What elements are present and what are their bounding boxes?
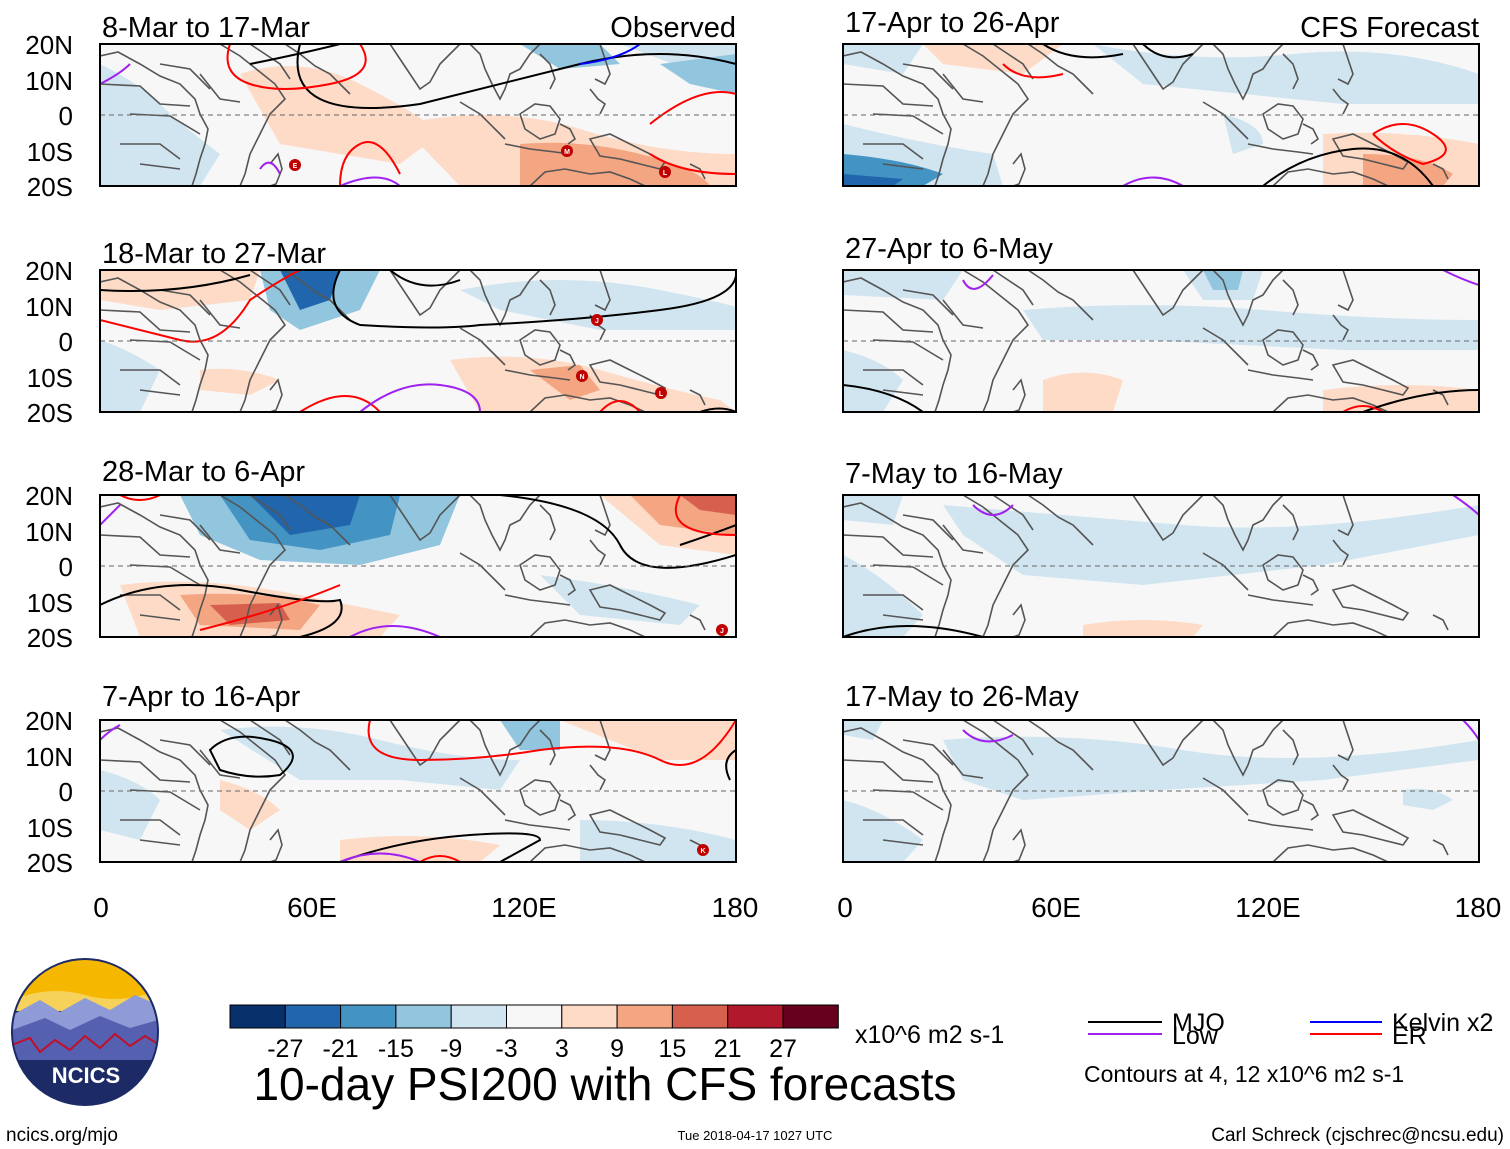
- panel-title: 8-Mar to 17-Mar: [102, 12, 310, 44]
- lat-tick: 0: [59, 552, 73, 582]
- footer-credit: Carl Schreck (cjschrec@ncsu.edu): [1211, 1125, 1504, 1146]
- legend-label-er: ER: [1392, 1022, 1427, 1050]
- colorbar-label: -9: [440, 1035, 462, 1063]
- lon-tick: 180: [1455, 892, 1502, 923]
- panel-title: 17-Apr to 26-Apr: [845, 7, 1060, 39]
- storm-marker: K: [697, 844, 709, 856]
- svg-text:K: K: [700, 848, 705, 855]
- lon-tick: 120E: [1235, 892, 1300, 923]
- colorbar: -27 -21 -15 -9 -3 3 9 15 21 27 x10^6 m2 s-1: [229, 1004, 1004, 1063]
- colorbar-box: [782, 1004, 839, 1029]
- lat-tick: 10S: [27, 137, 73, 167]
- panel-title: 17-May to 26-May: [845, 681, 1079, 713]
- colorbar-box: [506, 1004, 563, 1029]
- panel-title: 27-Apr to 6-May: [845, 233, 1053, 265]
- lat-tick: 20S: [27, 623, 73, 653]
- storm-marker: N: [576, 370, 588, 382]
- lat-tick: 20N: [25, 706, 73, 736]
- svg-text:M: M: [564, 149, 570, 156]
- storm-marker: L: [659, 166, 671, 178]
- footer-timestamp: Tue 2018-04-17 1027 UTC: [678, 1128, 833, 1143]
- colorbar-label: 9: [610, 1035, 624, 1063]
- lat-tick: 20S: [27, 172, 73, 202]
- main-title: 10-day PSI200 with CFS forecasts: [253, 1058, 956, 1110]
- storm-marker: J: [716, 624, 728, 636]
- lat-tick: 0: [59, 101, 73, 131]
- lat-axis: 20N 10N 0 10S 20S 20N 10N 0 10S 20S 20N …: [25, 30, 73, 878]
- svg-text:J: J: [595, 318, 599, 325]
- colorbar-box: [284, 1004, 342, 1029]
- lat-tick: 20N: [25, 256, 73, 286]
- lon-tick: 0: [93, 892, 109, 923]
- colorbar-label: -15: [378, 1035, 414, 1063]
- lat-tick: 10N: [25, 517, 73, 547]
- colorbar-units: x10^6 m2 s-1: [855, 1021, 1004, 1049]
- lat-tick: 20N: [25, 481, 73, 511]
- storm-marker: J: [591, 314, 603, 326]
- lon-axis: 0 60E 120E 180 0 60E 120E 180: [93, 892, 1501, 923]
- svg-text:E: E: [293, 163, 298, 170]
- colorbar-label: -21: [323, 1035, 359, 1063]
- colorbar-box: [561, 1004, 618, 1029]
- colorbar-box: [616, 1004, 673, 1029]
- svg-text:L: L: [659, 391, 664, 398]
- lon-tick: 60E: [1031, 892, 1081, 923]
- colorbar-box: [450, 1004, 507, 1029]
- storm-markers: E M L J N L J K: [289, 145, 728, 856]
- lat-tick: 10N: [25, 66, 73, 96]
- lat-tick: 20S: [27, 848, 73, 878]
- svg-text:N: N: [579, 374, 584, 381]
- panel-title: 7-May to 16-May: [845, 458, 1063, 490]
- lon-tick: 60E: [287, 892, 337, 923]
- lat-tick: 0: [59, 327, 73, 357]
- svg-text:J: J: [720, 628, 724, 635]
- forecast-label: CFS Forecast: [1300, 12, 1479, 44]
- colorbar-box: [229, 1004, 286, 1029]
- colorbar-label: 3: [555, 1035, 569, 1063]
- observed-label: Observed: [610, 12, 736, 44]
- colorbar-label: 21: [714, 1035, 742, 1063]
- legend-label-mjo: MJO: [1172, 1009, 1225, 1037]
- svg-text:L: L: [663, 170, 668, 177]
- lat-tick: 0: [59, 777, 73, 807]
- colorbar-box: [340, 1004, 397, 1029]
- contours-note: Contours at 4, 12 x10^6 m2 s-1: [1084, 1061, 1404, 1087]
- colorbar-label: 27: [769, 1035, 797, 1063]
- storm-marker: E: [289, 159, 301, 171]
- ncics-logo: NCICS: [11, 958, 159, 1106]
- logo-text: NCICS: [52, 1063, 120, 1088]
- panel-title: 7-Apr to 16-Apr: [102, 681, 301, 713]
- lat-tick: 10S: [27, 363, 73, 393]
- lat-tick: 20N: [25, 30, 73, 60]
- lon-tick: 180: [712, 892, 759, 923]
- panel-title: 28-Mar to 6-Apr: [102, 456, 305, 488]
- lon-tick: 0: [837, 892, 853, 923]
- legend-label-kelvin: Kelvin x2: [1392, 1009, 1493, 1037]
- lat-tick: 20S: [27, 398, 73, 428]
- lat-tick: 10S: [27, 588, 73, 618]
- legend-label-low: Low: [1172, 1022, 1219, 1050]
- lat-tick: 10N: [25, 292, 73, 322]
- colorbar-box: [395, 1004, 452, 1029]
- lat-tick: 10S: [27, 813, 73, 843]
- legend: MJO Kelvin x2 Low ER Contours at 4, 12 x…: [1084, 1009, 1493, 1087]
- footer-url[interactable]: ncics.org/mjo: [6, 1125, 118, 1146]
- lon-tick: 120E: [491, 892, 556, 923]
- colorbar-box: [671, 1004, 729, 1029]
- storm-marker: M: [561, 145, 573, 157]
- panel-title: 18-Mar to 27-Mar: [102, 238, 326, 270]
- lat-tick: 10N: [25, 742, 73, 772]
- colorbar-label: 15: [658, 1035, 686, 1063]
- colorbar-label: -3: [495, 1035, 517, 1063]
- colorbar-label: -27: [267, 1035, 303, 1063]
- storm-marker: L: [655, 387, 667, 399]
- colorbar-box: [727, 1004, 784, 1029]
